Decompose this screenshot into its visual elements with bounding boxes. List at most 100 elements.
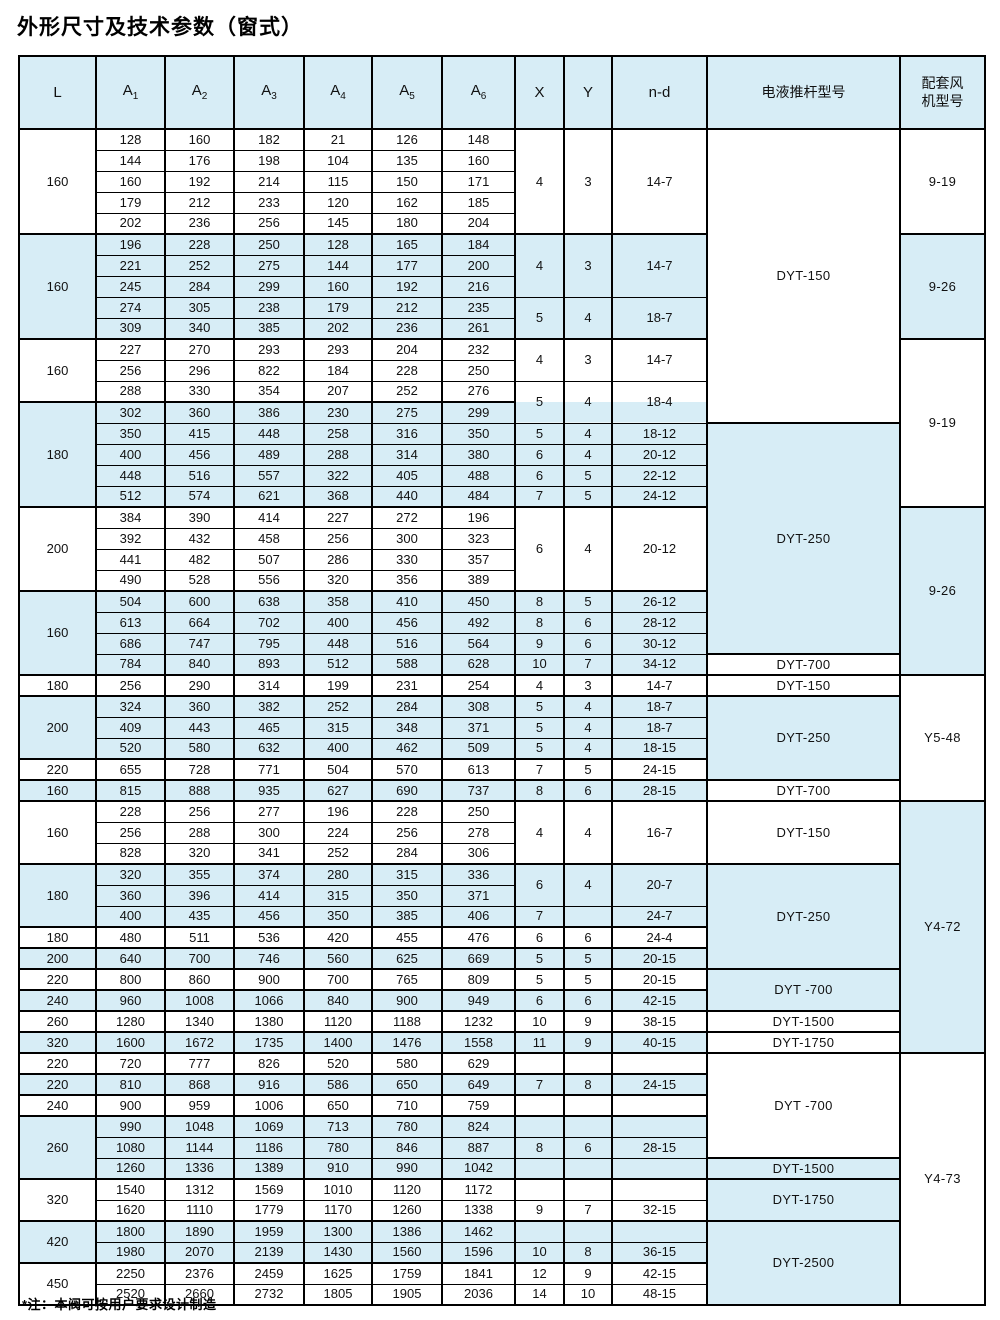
dim-cell: 320 bbox=[164, 842, 235, 865]
nd-cell: 26-12 bbox=[611, 590, 708, 613]
dim-cell: 1800 bbox=[95, 1220, 166, 1243]
dim-cell: 368 bbox=[303, 485, 373, 508]
nd-cell: 18-7 bbox=[611, 695, 708, 718]
dim-cell: 256 bbox=[164, 800, 235, 823]
dim-cell: 1260 bbox=[95, 1157, 166, 1180]
dim-cell: 1620 bbox=[95, 1199, 166, 1222]
column-header: 配套风 机型号 bbox=[899, 55, 986, 130]
dim-cell: 162 bbox=[371, 191, 443, 214]
dim-cell: 1805 bbox=[303, 1283, 373, 1306]
dim-cell: 1596 bbox=[441, 1241, 516, 1264]
dim-cell: 120 bbox=[303, 191, 373, 214]
dim-cell: 868 bbox=[164, 1073, 235, 1096]
dim-cell: 296 bbox=[164, 359, 235, 382]
dim-cell: 290 bbox=[164, 674, 235, 697]
nd-cell: 20-12 bbox=[611, 443, 708, 466]
dim-cell: 492 bbox=[441, 611, 516, 634]
dim-cell: 196 bbox=[441, 506, 516, 529]
x-cell: 5 bbox=[514, 296, 565, 340]
dim-cell: 284 bbox=[371, 842, 443, 865]
dim-cell: 236 bbox=[164, 212, 235, 235]
dim-cell: 184 bbox=[303, 359, 373, 382]
dim-cell: 400 bbox=[303, 737, 373, 760]
dim-cell: 700 bbox=[164, 947, 235, 970]
pushrod-model-cell: DYT-150 bbox=[706, 800, 901, 865]
dim-cell: 250 bbox=[233, 233, 305, 256]
nd-cell: 24-12 bbox=[611, 485, 708, 508]
dim-cell: 288 bbox=[303, 443, 373, 466]
dim-cell: 520 bbox=[95, 737, 166, 760]
dim-cell: 274 bbox=[95, 296, 166, 319]
pushrod-model-cell: DYT-700 bbox=[706, 779, 901, 802]
x-cell: 4 bbox=[514, 233, 565, 298]
column-header: A4 bbox=[303, 55, 373, 130]
table-row: 220 720 777 826 520 580 629 DYT -700 Y4-73 bbox=[18, 1052, 986, 1306]
dim-cell: 720 bbox=[95, 1052, 166, 1075]
nd-cell: 14-7 bbox=[611, 338, 708, 382]
dim-cell: 737 bbox=[441, 779, 516, 802]
dim-cell: 1540 bbox=[95, 1178, 166, 1201]
dim-cell: 302 bbox=[95, 401, 166, 424]
dim-cell: 1066 bbox=[233, 989, 305, 1012]
dim-cell: 275 bbox=[233, 254, 305, 277]
nd-cell bbox=[611, 1157, 708, 1180]
dim-cell: 1558 bbox=[441, 1031, 516, 1054]
dim-cell: 1110 bbox=[164, 1199, 235, 1222]
length-cell: 240 bbox=[18, 989, 97, 1012]
dim-cell: 1008 bbox=[164, 989, 235, 1012]
dim-cell: 256 bbox=[233, 212, 305, 235]
x-cell bbox=[514, 1115, 565, 1138]
dim-cell: 489 bbox=[233, 443, 305, 466]
nd-cell: 38-15 bbox=[611, 1010, 708, 1033]
footnote: *注：本阀可按用户要求设计制造 bbox=[22, 1297, 217, 1312]
dim-cell: 224 bbox=[303, 821, 373, 844]
x-cell: 5 bbox=[514, 422, 565, 445]
dim-cell: 1672 bbox=[164, 1031, 235, 1054]
length-cell: 160 bbox=[18, 338, 97, 403]
nd-cell: 18-4 bbox=[611, 380, 708, 424]
dim-cell: 406 bbox=[441, 905, 516, 928]
dim-cell: 1232 bbox=[441, 1010, 516, 1033]
length-cell: 160 bbox=[18, 800, 97, 865]
dim-cell: 2250 bbox=[95, 1262, 166, 1285]
fan-model-cell: Y4-73 bbox=[899, 1052, 986, 1306]
y-cell: 9 bbox=[563, 1262, 613, 1285]
y-cell: 6 bbox=[563, 1136, 613, 1159]
dim-cell: 144 bbox=[303, 254, 373, 277]
length-cell: 220 bbox=[18, 1073, 97, 1096]
dim-cell: 204 bbox=[441, 212, 516, 235]
dim-cell: 480 bbox=[95, 926, 166, 949]
table-row: 320 1540 1312 1569 1010 1120 1172 DYT-1750 bbox=[18, 1178, 985, 1222]
dim-cell: 516 bbox=[164, 464, 235, 487]
dim-cell: 1905 bbox=[371, 1283, 443, 1306]
y-cell: 4 bbox=[563, 800, 613, 865]
y-cell: 6 bbox=[563, 779, 613, 802]
y-cell: 8 bbox=[563, 1241, 613, 1264]
nd-cell: 24-15 bbox=[611, 1073, 708, 1096]
length-cell: 200 bbox=[18, 947, 97, 970]
pushrod-model-cell: DYT-150 bbox=[706, 128, 901, 424]
column-header: A2 bbox=[164, 55, 235, 130]
dim-cell: 104 bbox=[303, 149, 373, 172]
x-cell: 9 bbox=[514, 1199, 565, 1222]
nd-cell: 14-7 bbox=[611, 233, 708, 298]
dim-cell: 512 bbox=[95, 485, 166, 508]
dim-cell: 516 bbox=[371, 632, 443, 655]
dim-cell: 1120 bbox=[303, 1010, 373, 1033]
dim-cell: 409 bbox=[95, 716, 166, 739]
dim-cell: 228 bbox=[371, 800, 443, 823]
dim-cell: 355 bbox=[164, 863, 235, 886]
dim-cell: 256 bbox=[371, 821, 443, 844]
x-cell bbox=[514, 1052, 565, 1075]
dim-cell: 625 bbox=[371, 947, 443, 970]
pushrod-model-cell: DYT-1500 bbox=[706, 1157, 901, 1180]
dim-cell: 288 bbox=[164, 821, 235, 844]
dim-cell: 227 bbox=[303, 506, 373, 529]
pushrod-model-cell: DYT-250 bbox=[706, 422, 901, 655]
column-header: A5 bbox=[371, 55, 443, 130]
dim-cell: 371 bbox=[441, 884, 516, 907]
dim-cell: 448 bbox=[95, 464, 166, 487]
dim-cell: 204 bbox=[371, 338, 443, 361]
nd-cell: 34-12 bbox=[611, 653, 708, 676]
dim-cell: 650 bbox=[303, 1094, 373, 1117]
